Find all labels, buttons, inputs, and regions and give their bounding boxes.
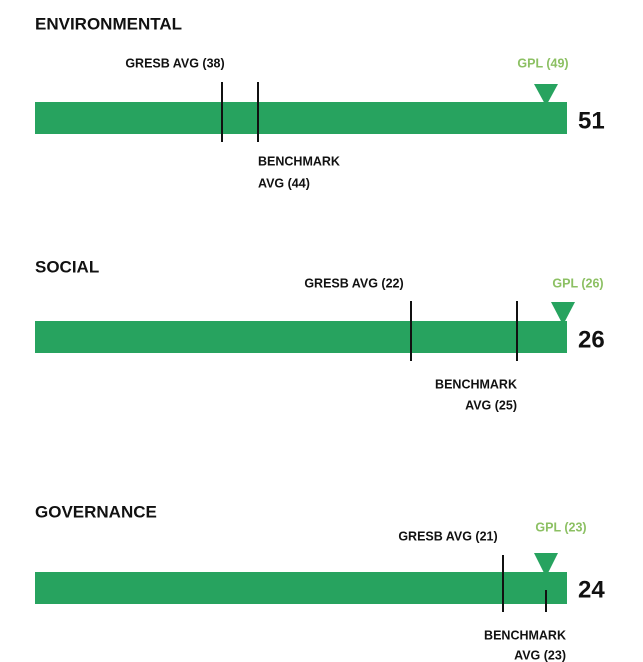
bar (35, 572, 567, 604)
section: SOCIAL GRESB AVG (22) BENCHMARK AVG (25)… (35, 257, 605, 412)
gpl-label: GPL (26) (552, 276, 603, 290)
score: 24 (578, 576, 605, 603)
benchmark-label: AVG (25) (465, 398, 517, 412)
gpl-marker (534, 553, 558, 577)
benchmark-label: BENCHMARK (258, 154, 340, 168)
gpl-label: GPL (49) (517, 56, 568, 70)
gpl-label: GPL (23) (535, 520, 586, 534)
section-title: GOVERNANCE (35, 502, 157, 521)
gresb-label: GRESB AVG (22) (304, 276, 403, 290)
score: 51 (578, 107, 605, 134)
section-title: ENVIRONMENTAL (35, 14, 182, 33)
benchmark-label: BENCHMARK (435, 377, 517, 391)
benchmark-label: BENCHMARK (484, 628, 566, 642)
gresb-label: GRESB AVG (38) (125, 56, 224, 70)
section: ENVIRONMENTAL GRESB AVG (38) BENCHMARK A… (35, 14, 605, 190)
gpl-marker (551, 302, 575, 325)
gresb-label: GRESB AVG (21) (398, 529, 497, 543)
section: GOVERNANCE GRESB AVG (21) BENCHMARK AVG … (35, 502, 605, 662)
bar (35, 102, 567, 134)
gpl-marker (534, 84, 558, 106)
benchmark-label: AVG (23) (514, 648, 566, 662)
bar (35, 321, 567, 353)
section-title: SOCIAL (35, 257, 99, 276)
score: 26 (578, 326, 605, 353)
benchmark-label: AVG (44) (258, 176, 310, 190)
